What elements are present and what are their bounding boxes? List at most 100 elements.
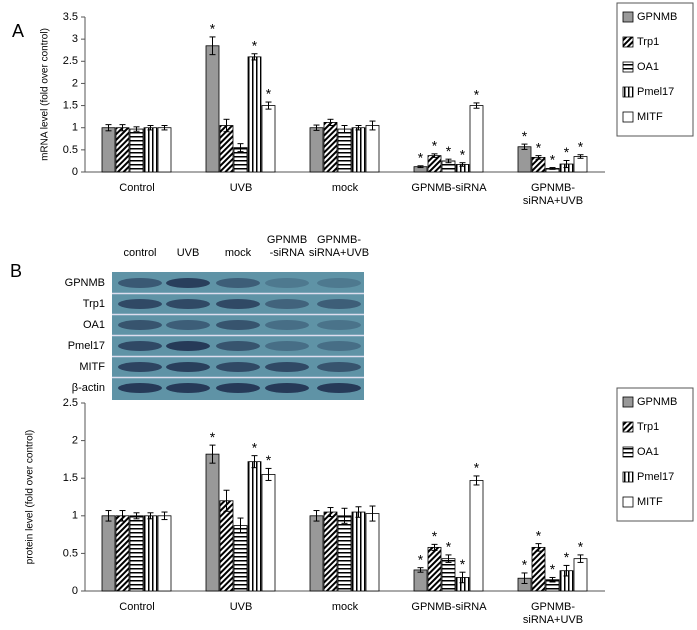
bar bbox=[101, 127, 116, 173]
legend-label: OA1 bbox=[637, 61, 659, 73]
y-tick-label: 0 bbox=[72, 585, 78, 597]
legend-swatch bbox=[622, 446, 634, 458]
blot-band bbox=[265, 320, 309, 330]
y-tick-label: 0 bbox=[72, 166, 78, 178]
blot-band bbox=[317, 278, 361, 288]
legend-label: OA1 bbox=[637, 446, 659, 458]
legend-swatch bbox=[622, 111, 634, 123]
row-label: Pmel17 bbox=[68, 340, 105, 352]
bar bbox=[323, 122, 338, 173]
significance-mark: * bbox=[474, 460, 480, 476]
panel-label: A bbox=[12, 21, 24, 41]
bar bbox=[427, 155, 442, 173]
bar bbox=[157, 127, 172, 173]
blot-band bbox=[265, 299, 309, 309]
legend-label: MITF bbox=[637, 111, 663, 123]
x-tick-label: Control bbox=[119, 601, 155, 613]
y-tick-label: 2 bbox=[72, 435, 78, 447]
blot-band bbox=[118, 278, 162, 288]
blot-band bbox=[118, 341, 162, 351]
blot-band bbox=[317, 299, 361, 309]
blot-band bbox=[216, 362, 260, 372]
y-tick-label: 2.5 bbox=[63, 55, 78, 67]
y-tick-label: 0.5 bbox=[63, 547, 78, 559]
blot-band bbox=[265, 278, 309, 288]
blot-band bbox=[166, 320, 210, 330]
x-tick-label: Control bbox=[119, 182, 155, 194]
bar bbox=[351, 127, 366, 173]
y-tick-label: 2 bbox=[72, 77, 78, 89]
significance-mark: * bbox=[522, 128, 528, 144]
bar bbox=[219, 500, 234, 592]
y-tick-label: 1.5 bbox=[63, 472, 78, 484]
blot-band bbox=[216, 383, 260, 393]
bar bbox=[323, 511, 338, 592]
x-tick-label: mock bbox=[331, 601, 359, 613]
significance-mark: * bbox=[564, 549, 570, 565]
bar bbox=[469, 105, 484, 173]
lane-label: GPNMB -siRNA bbox=[266, 234, 308, 259]
bar bbox=[573, 558, 588, 592]
significance-mark: * bbox=[210, 429, 216, 445]
blot-band bbox=[166, 341, 210, 351]
bar bbox=[517, 146, 532, 173]
significance-mark: * bbox=[418, 551, 424, 567]
x-tick-label: GPNMB-siRNA bbox=[411, 601, 487, 613]
row-label: Trp1 bbox=[83, 298, 105, 310]
blot-band bbox=[216, 320, 260, 330]
bar bbox=[129, 515, 144, 592]
legend-swatch bbox=[622, 471, 634, 483]
significance-mark: * bbox=[564, 144, 570, 160]
bar bbox=[573, 156, 588, 173]
x-tick-label: GPNMB-siRNA bbox=[411, 182, 487, 194]
bar bbox=[365, 125, 380, 173]
row-label: MITF bbox=[79, 361, 105, 373]
bar bbox=[427, 546, 442, 592]
legend-label: GPNMB bbox=[637, 396, 677, 408]
bar bbox=[247, 461, 262, 592]
bar bbox=[261, 474, 276, 592]
bar bbox=[309, 127, 324, 173]
legend-label: Pmel17 bbox=[637, 471, 674, 483]
bar bbox=[233, 525, 248, 592]
bar bbox=[115, 515, 130, 592]
x-tick-label: UVB bbox=[229, 182, 253, 194]
blot-band bbox=[317, 383, 361, 393]
y-tick-label: 1 bbox=[72, 510, 78, 522]
bar bbox=[309, 515, 324, 592]
lane-label: UVB bbox=[176, 247, 200, 259]
bar bbox=[143, 127, 158, 173]
x-tick-label: GPNMB- siRNA+UVB bbox=[522, 601, 584, 626]
x-tick-label: UVB bbox=[229, 601, 253, 613]
bar bbox=[115, 127, 130, 173]
blot-band bbox=[118, 320, 162, 330]
x-tick-label: GPNMB- siRNA+UVB bbox=[522, 182, 584, 207]
significance-mark: * bbox=[432, 138, 438, 154]
blot-band bbox=[118, 362, 162, 372]
y-tick-label: 1.5 bbox=[63, 99, 78, 111]
bar bbox=[157, 515, 172, 592]
legend-swatch bbox=[622, 396, 634, 408]
bar bbox=[247, 56, 262, 173]
blot-band bbox=[166, 383, 210, 393]
significance-mark: * bbox=[418, 150, 424, 166]
bar bbox=[219, 125, 234, 173]
y-axis-label: protein level (fold over control) bbox=[25, 430, 36, 565]
blot-band bbox=[216, 278, 260, 288]
significance-mark: * bbox=[578, 138, 584, 154]
significance-mark: * bbox=[432, 528, 438, 544]
y-tick-label: 1 bbox=[72, 122, 78, 134]
bar bbox=[205, 45, 220, 173]
bar bbox=[205, 453, 220, 592]
legend-label: Trp1 bbox=[637, 421, 659, 433]
blot-band bbox=[265, 341, 309, 351]
y-tick-label: 0.5 bbox=[63, 144, 78, 156]
blot-band bbox=[265, 362, 309, 372]
legend-swatch bbox=[622, 496, 634, 508]
significance-mark: * bbox=[460, 146, 466, 162]
bar bbox=[337, 128, 352, 173]
blot-band bbox=[166, 299, 210, 309]
significance-mark: * bbox=[578, 539, 584, 555]
row-label: OA1 bbox=[83, 319, 105, 331]
